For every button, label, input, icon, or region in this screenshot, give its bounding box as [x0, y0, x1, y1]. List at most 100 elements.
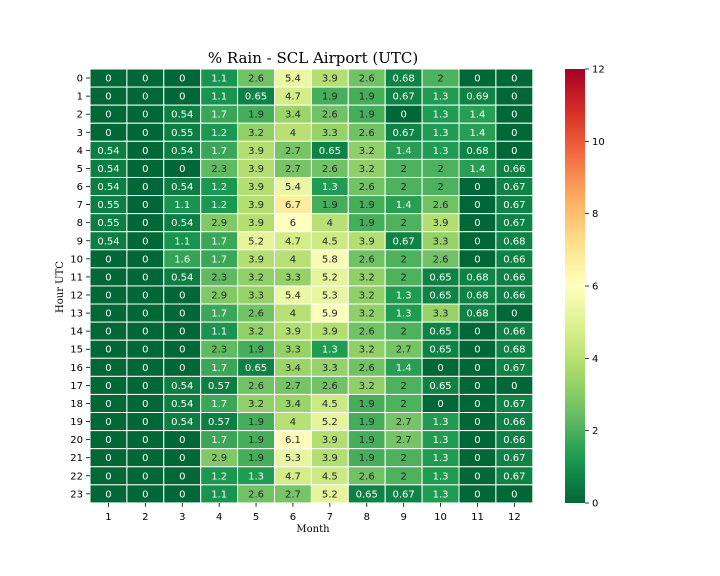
cell-value-label: 1.3 [433, 435, 449, 446]
cell-value-label: 1.3 [433, 489, 449, 500]
cell-value-label: 2.6 [359, 327, 375, 338]
cell-value-label: 0.65 [429, 327, 451, 338]
cell-value-label: 0 [105, 74, 111, 85]
cell-value-label: 2.6 [433, 254, 449, 265]
cell-value-label: 3.3 [322, 128, 338, 139]
cell-value-label: 1.9 [359, 435, 375, 446]
cell-value-label: 0.65 [356, 489, 378, 500]
colorbar-tick-label: 6 [592, 282, 598, 293]
cell-value-label: 0 [105, 327, 111, 338]
cell-value-label: 3.9 [248, 164, 264, 175]
cell-value-label: 3.4 [285, 363, 301, 374]
cell-value-label: 3.9 [285, 327, 301, 338]
cell-value-label: 0 [474, 453, 480, 464]
cell-value-label: 2 [400, 327, 406, 338]
cell-value-label: 1.3 [396, 309, 412, 320]
cell-value-label: 0 [474, 200, 480, 211]
cell-value-label: 0.69 [466, 92, 488, 103]
cell-value-label: 2.6 [322, 110, 338, 121]
cell-value-label: 0 [105, 471, 111, 482]
cell-value-label: 0 [105, 272, 111, 283]
cell-value-label: 3.2 [248, 399, 264, 410]
cell-value-label: 2.7 [396, 417, 412, 428]
cell-value-label: 0 [511, 128, 517, 139]
cell-value-label: 0 [179, 74, 185, 85]
cell-value-label: 0.67 [503, 399, 525, 410]
cell-value-label: 5.2 [322, 272, 338, 283]
colorbar-tick-label: 2 [592, 426, 598, 437]
cell-value-label: 0 [105, 417, 111, 428]
cell-value-label: 1.1 [211, 74, 227, 85]
chart-title: % Rain - SCL Airport (UTC) [208, 49, 418, 67]
cell-value-label: 0.55 [97, 200, 119, 211]
x-tick-label: 8 [364, 512, 370, 523]
cell-value-label: 0 [474, 489, 480, 500]
cell-value-label: 0 [105, 254, 111, 265]
cell-value-label: 0 [474, 471, 480, 482]
cell-value-label: 0 [142, 345, 148, 356]
cell-value-label: 5.2 [248, 236, 264, 247]
cell-value-label: 0 [474, 218, 480, 229]
x-tick-label: 7 [327, 512, 333, 523]
cell-value-label: 0.54 [171, 381, 193, 392]
cell-value-label: 0 [105, 291, 111, 302]
cell-value-label: 0 [511, 309, 517, 320]
cell-value-label: 0 [474, 399, 480, 410]
colorbar [565, 69, 585, 503]
cell-value-label: 0.54 [171, 146, 193, 157]
cell-value-label: 0 [105, 381, 111, 392]
cell-value-label: 6.1 [285, 435, 301, 446]
cell-value-label: 2.6 [359, 128, 375, 139]
cell-value-label: 3.2 [359, 345, 375, 356]
cell-value-label: 0.68 [466, 309, 488, 320]
cell-value-label: 0.66 [503, 291, 525, 302]
cell-value-label: 2.9 [211, 291, 227, 302]
cell-value-label: 3.2 [359, 272, 375, 283]
cell-value-label: 3.9 [248, 146, 264, 157]
cell-value-label: 0 [474, 345, 480, 356]
x-tick-label: 6 [290, 512, 296, 523]
cell-value-label: 3.2 [359, 146, 375, 157]
cell-value-label: 0.54 [97, 236, 119, 247]
cell-value-label: 3.2 [248, 128, 264, 139]
cell-value-label: 0 [142, 92, 148, 103]
cell-value-label: 0.67 [503, 218, 525, 229]
cell-value-label: 2.6 [248, 381, 264, 392]
cell-value-label: 1.9 [248, 417, 264, 428]
cell-value-label: 0 [105, 309, 111, 320]
y-tick-label: 0 [77, 74, 83, 85]
cell-value-label: 0 [142, 309, 148, 320]
cell-value-label: 3.2 [359, 164, 375, 175]
cell-value-label: 0 [142, 218, 148, 229]
cell-value-label: 1.7 [211, 254, 227, 265]
y-tick-label: 20 [70, 435, 83, 446]
cell-value-label: 1.3 [322, 345, 338, 356]
y-tick-label: 13 [70, 309, 83, 320]
cell-value-label: 1.9 [359, 218, 375, 229]
y-tick-label: 8 [77, 218, 83, 229]
cell-value-label: 0.68 [466, 272, 488, 283]
cell-value-label: 0 [179, 471, 185, 482]
cell-value-label: 0 [142, 182, 148, 193]
cell-value-label: 1.9 [248, 435, 264, 446]
cell-value-label: 1.7 [211, 435, 227, 446]
cell-value-label: 1.2 [211, 471, 227, 482]
cell-value-label: 1.7 [211, 236, 227, 247]
cell-value-label: 2 [437, 182, 443, 193]
cell-value-label: 2 [437, 74, 443, 85]
x-tick-label: 12 [508, 512, 521, 523]
cell-value-label: 1.9 [359, 92, 375, 103]
cell-value-label: 0 [142, 146, 148, 157]
y-tick-label: 14 [70, 327, 83, 338]
cell-value-label: 1.4 [396, 146, 412, 157]
cell-value-label: 2 [437, 164, 443, 175]
colorbar-tick-label: 4 [592, 354, 598, 365]
cell-value-label: 2.3 [211, 345, 227, 356]
x-axis-ticks: 1 2 3 4 5 6 7 8 9 10 11 12 [105, 502, 521, 523]
cell-value-label: 5.4 [285, 182, 301, 193]
y-tick-label: 1 [77, 92, 83, 103]
cell-value-label: 0.68 [466, 146, 488, 157]
cell-value-label: 2.7 [396, 345, 412, 356]
x-axis-label: Month [296, 524, 330, 535]
cell-value-label: 1.9 [248, 110, 264, 121]
